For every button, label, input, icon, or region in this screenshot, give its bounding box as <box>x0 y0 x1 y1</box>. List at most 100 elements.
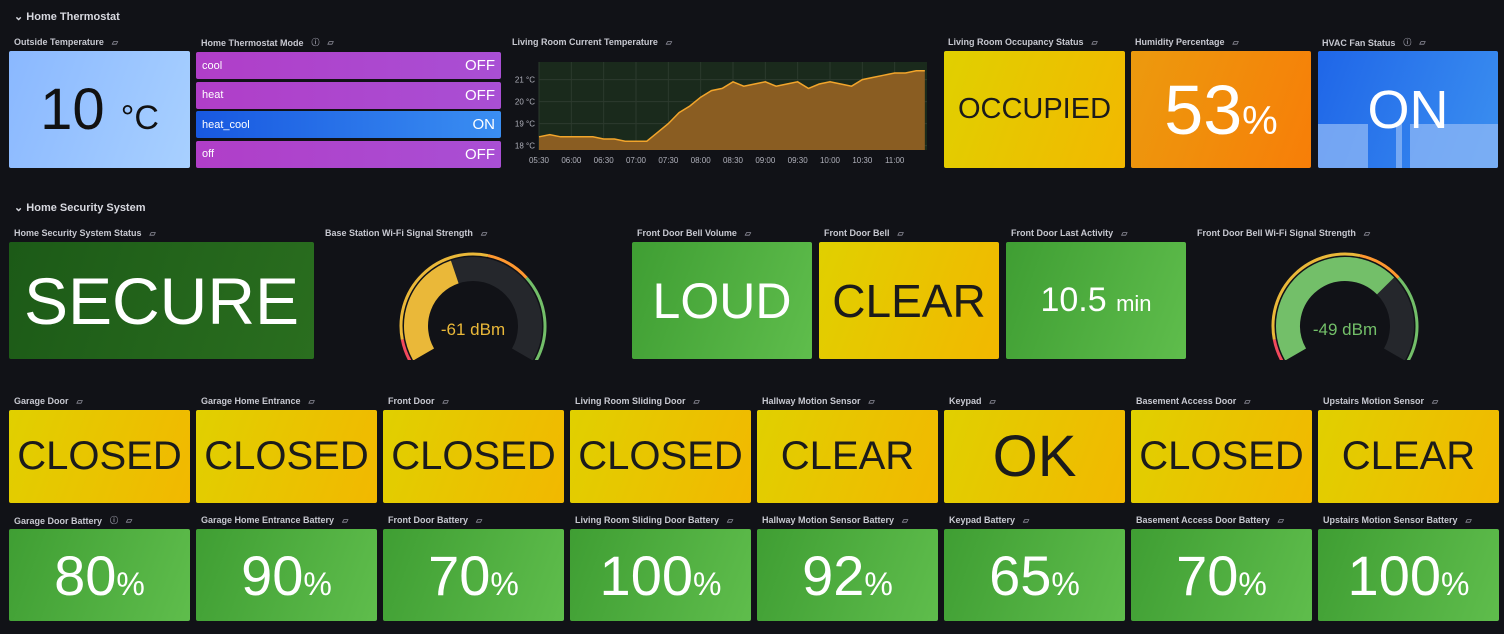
library-panel-icon: ▱ <box>111 37 119 47</box>
stat-value: CLEAR <box>832 274 986 327</box>
hvac-fan-stat: ON <box>1318 51 1498 168</box>
x-tick-label: 06:00 <box>561 156 582 165</box>
chevron-down-icon: ⌄ <box>14 202 27 214</box>
battery-unit: % <box>864 565 893 602</box>
battery-value: 92% <box>802 543 893 608</box>
x-tick-label: 09:00 <box>755 156 776 165</box>
stat-value: OK <box>992 424 1077 489</box>
battery-number: 65 <box>989 543 1052 607</box>
stat-value: LOUD <box>652 272 792 329</box>
panel-title[interactable]: Garage Door ▱ <box>14 396 83 406</box>
x-tick-label: 08:30 <box>723 156 744 165</box>
gauge-threshold <box>400 339 412 360</box>
x-tick-label: 05:30 <box>529 156 550 165</box>
security-status-stat: SECURE <box>9 242 314 359</box>
battery-stat: 70% <box>1131 529 1312 621</box>
panel-title[interactable]: Front Door Last Activity ▱ <box>1011 228 1128 238</box>
library-panel-icon: ▱ <box>308 396 315 406</box>
chevron-down-icon: ⌄ <box>14 11 27 23</box>
stat-value: CLEAR <box>1341 434 1476 478</box>
panel-title[interactable]: HVAC Fan Status ⓘ ▱ <box>1322 37 1426 48</box>
panel-title[interactable]: Garage Home Entrance ▱ <box>201 396 315 406</box>
row-header-thermostat[interactable]: ⌄ Home Thermostat <box>14 11 120 23</box>
panel-title[interactable]: Hallway Motion Sensor ▱ <box>762 396 875 406</box>
panel-title[interactable]: Garage Door Battery ⓘ ▱ <box>14 515 133 526</box>
panel-title[interactable]: Living Room Sliding Door ▱ <box>575 396 700 406</box>
panel-title[interactable]: Home Thermostat Mode ⓘ ▱ <box>201 37 334 48</box>
mode-row-heat: heat OFF <box>196 81 501 109</box>
gauge-fill <box>1276 257 1395 360</box>
library-panel-icon: ▱ <box>665 37 673 47</box>
gauge-threshold <box>525 276 547 360</box>
battery-number: 100 <box>599 543 693 607</box>
gauge-threshold <box>1359 254 1400 279</box>
sensor-status-stat: CLEAR <box>757 410 938 503</box>
y-tick-label: 21 °C <box>515 76 535 85</box>
hvac-sparkline <box>1318 124 1498 168</box>
y-tick-label: 18 °C <box>515 142 535 151</box>
x-tick-label: 07:30 <box>658 156 679 165</box>
battery-value: 70% <box>428 543 519 608</box>
bell-stat: CLEAR <box>819 242 999 359</box>
battery-unit: % <box>692 565 722 602</box>
library-panel-icon: ▱ <box>744 228 751 238</box>
panel-title[interactable]: Base Station Wi-Fi Signal Strength ▱ <box>325 228 488 238</box>
stat-value: CLOSED <box>17 434 182 478</box>
battery-stat: 100% <box>1318 529 1499 621</box>
occupancy-stat: OCCUPIED <box>944 51 1125 168</box>
battery-number: 90 <box>241 543 304 607</box>
library-panel-icon: ▱ <box>76 396 83 406</box>
panel-title[interactable]: Front Door Bell Volume ▱ <box>637 228 751 238</box>
panel-title[interactable]: Front Door Bell Wi-Fi Signal Strength ▱ <box>1197 228 1371 238</box>
battery-unit: % <box>1238 565 1267 602</box>
bell-volume-stat: LOUD <box>632 242 812 359</box>
stat-unit: % <box>1242 98 1278 143</box>
mode-label: off <box>202 148 215 160</box>
panel-title[interactable]: Basement Access Door ▱ <box>1136 396 1251 406</box>
mode-label: heat_cool <box>202 118 250 131</box>
panel-title[interactable]: Front Door ▱ <box>388 396 449 406</box>
panel-title[interactable]: Outside Temperature ▱ <box>14 37 119 47</box>
library-panel-icon: ▱ <box>693 396 700 406</box>
y-tick-label: 19 °C <box>515 120 535 129</box>
gauge-value: -61 dBm <box>440 320 506 339</box>
panel-title[interactable]: Upstairs Motion Sensor Battery ▱ <box>1323 515 1472 525</box>
battery-stat: 92% <box>757 529 938 621</box>
panel-title[interactable]: Hallway Motion Sensor Battery ▱ <box>762 515 909 525</box>
library-panel-icon: ▱ <box>126 516 133 525</box>
library-panel-icon: ▱ <box>1419 38 1426 47</box>
row-header-security[interactable]: ⌄ Home Security System <box>14 202 146 214</box>
library-panel-icon: ▱ <box>476 515 483 525</box>
info-icon[interactable]: ⓘ <box>1403 38 1412 47</box>
panel-title[interactable]: Keypad ▱ <box>949 396 996 406</box>
battery-value: 90% <box>241 543 332 608</box>
panel-title[interactable]: Living Room Sliding Door Battery ▱ <box>575 515 734 525</box>
panel-title[interactable]: Front Door Bell ▱ <box>824 228 904 238</box>
stat-value: CLOSED <box>204 434 369 478</box>
x-tick-label: 09:30 <box>788 156 809 165</box>
panel-title[interactable]: Home Security System Status ▱ <box>14 228 156 238</box>
battery-unit: % <box>490 565 519 602</box>
library-panel-icon: ▱ <box>727 515 734 525</box>
panel-title[interactable]: Living Room Occupancy Status ▱ <box>948 37 1098 47</box>
mode-state: ON <box>472 116 496 133</box>
info-icon[interactable]: ⓘ <box>110 516 119 525</box>
panel-title[interactable]: Basement Access Door Battery ▱ <box>1136 515 1284 525</box>
x-tick-label: 10:30 <box>852 156 873 165</box>
bell-wifi-gauge <box>1271 252 1419 360</box>
panel-title[interactable]: Garage Home Entrance Battery ▱ <box>201 515 349 525</box>
panel-title[interactable]: Humidity Percentage ▱ <box>1135 37 1239 47</box>
library-panel-icon: ▱ <box>1432 396 1439 406</box>
library-panel-icon: ▱ <box>149 228 156 238</box>
panel-title[interactable]: Keypad Battery ▱ <box>949 515 1030 525</box>
battery-value: 100% <box>600 543 722 608</box>
sensor-status-stat: OK <box>944 410 1125 503</box>
battery-number: 80 <box>54 543 117 607</box>
x-tick-label: 11:00 <box>885 156 905 165</box>
battery-stat: 80% <box>9 529 190 621</box>
panel-title[interactable]: Upstairs Motion Sensor ▱ <box>1323 396 1439 406</box>
info-icon[interactable]: ⓘ <box>311 38 320 47</box>
panel-title[interactable]: Living Room Current Temperature ▱ <box>512 37 673 47</box>
panel-title[interactable]: Front Door Battery ▱ <box>388 515 483 525</box>
battery-unit: % <box>303 565 332 602</box>
